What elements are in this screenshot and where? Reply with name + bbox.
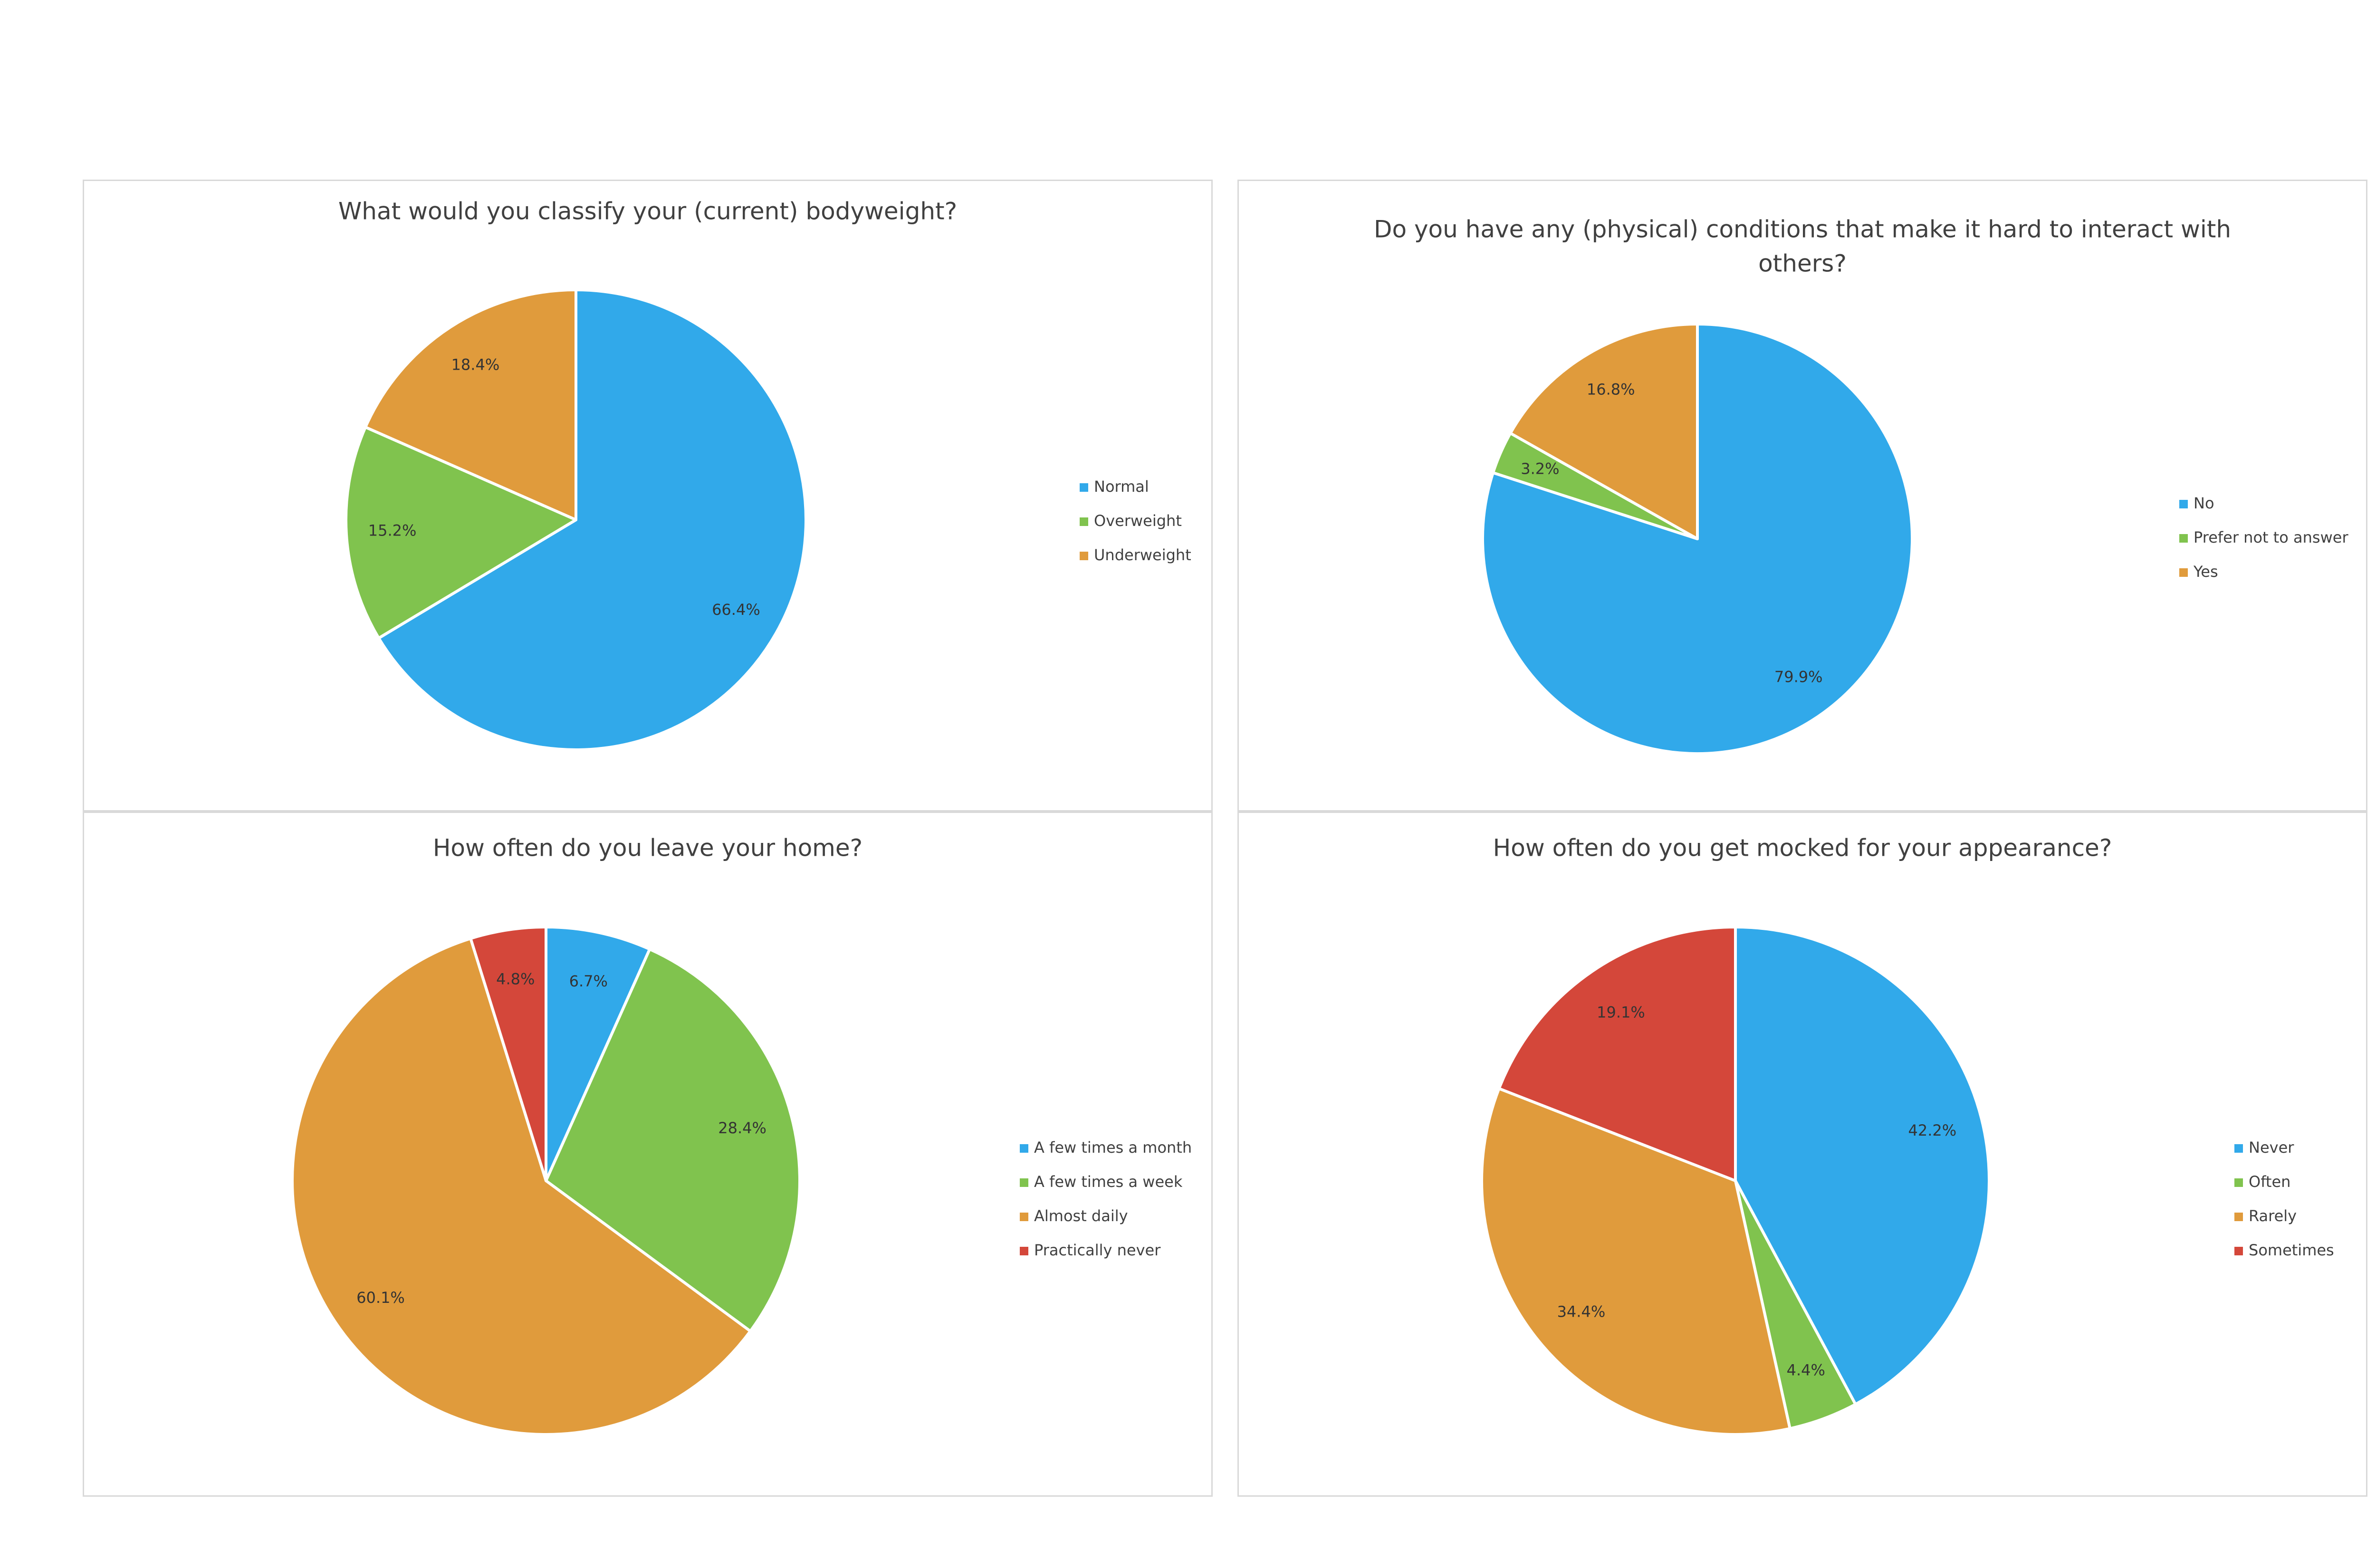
data-labels: 66.4% 15.2% 18.4% — [368, 356, 760, 619]
legend-entry-often: Often — [2249, 1173, 2290, 1191]
pie-slice-sometimes — [1497, 926, 1737, 1182]
legend-swatch-underweight — [1080, 552, 1088, 560]
chart-title-line: others? — [1758, 250, 1847, 277]
data-label-sometimes: 19.1% — [1597, 1003, 1645, 1021]
legend-entry-a-few-times-a-month: A few times a month — [1034, 1138, 1192, 1157]
pie-slice-yes — [1509, 323, 1699, 540]
legend-entry-normal: Normal — [1094, 478, 1149, 496]
legend-swatch-prefer-not-to-answer — [2179, 534, 2188, 543]
legend-entry-sometimes: Sometimes — [2249, 1241, 2334, 1259]
data-label-yes: 16.8% — [1587, 381, 1635, 399]
data-label-no: 79.9% — [1774, 668, 1823, 686]
data-label-rarely: 34.4% — [1557, 1303, 1606, 1321]
legend-swatch-normal — [1080, 483, 1088, 492]
bodyweight-pie-chart: What would you classify your (current) b… — [83, 180, 1213, 812]
chart-title-line: What would you classify your (current) b… — [338, 198, 957, 225]
legend-entry-overweight: Overweight — [1094, 512, 1182, 530]
pie-slice-normal — [377, 288, 807, 751]
legend-entry-practically-never: Practically never — [1034, 1241, 1161, 1259]
data-label-underweight: 18.4% — [451, 356, 500, 374]
legend: Normal Overweight Underweight — [1080, 478, 1191, 564]
data-label-almost-daily: 60.1% — [356, 1289, 405, 1307]
pie-slices — [1481, 323, 1914, 755]
legend-entry-almost-daily: Almost daily — [1034, 1207, 1128, 1225]
legend-entry-underweight: Underweight — [1094, 546, 1191, 564]
legend: No Prefer not to answer Yes — [2179, 494, 2348, 581]
legend-swatch-no — [2179, 500, 2188, 508]
mocked-appearance-pie-chart: How often do you get mocked for your app… — [1237, 812, 2367, 1497]
pie-slice-overweight — [345, 425, 577, 640]
pie-slices — [291, 926, 801, 1436]
legend-entry-prefer-not-to-answer: Prefer not to answer — [2194, 528, 2348, 546]
data-label-never: 42.2% — [1908, 1121, 1956, 1139]
data-labels: 79.9% 3.2% 16.8% — [1521, 381, 1822, 686]
pie-slice-underweight — [364, 288, 577, 521]
legend-swatch-often — [2234, 1178, 2243, 1187]
legend-swatch-sometimes — [2234, 1247, 2243, 1255]
pie-slice-no — [1481, 323, 1914, 755]
legend-entry-never: Never — [2249, 1138, 2294, 1157]
data-label-practically-never: 4.8% — [496, 970, 535, 988]
pie-slice-a-few-times-a-week — [545, 947, 801, 1333]
pie-slice-rarely — [1480, 1087, 1792, 1436]
legend-swatch-almost-daily — [1020, 1213, 1028, 1221]
data-labels: 6.7% 28.4% 60.1% 4.8% — [356, 970, 766, 1307]
data-labels: 42.2% 4.4% 34.4% 19.1% — [1557, 1003, 1957, 1379]
legend-swatch-overweight — [1080, 517, 1088, 526]
chart-title-group: Do you have any (physical) conditions th… — [1374, 216, 2231, 277]
legend-swatch-rarely — [2234, 1213, 2243, 1221]
pie-slice-practically-never — [469, 926, 547, 1182]
leave-home-pie-chart: How often do you leave your home? 6.7% 28… — [83, 812, 1213, 1497]
data-label-normal: 66.4% — [712, 601, 760, 619]
data-label-a-few-times-a-month: 6.7% — [569, 972, 608, 990]
legend-entry-a-few-times-a-week: A few times a week — [1034, 1173, 1183, 1191]
legend-swatch-a-few-times-a-month — [1020, 1144, 1028, 1153]
data-label-prefer-not-to-answer: 3.2% — [1521, 460, 1559, 478]
chart-title-line: How often do you get mocked for your app… — [1493, 834, 2112, 862]
legend-swatch-practically-never — [1020, 1247, 1028, 1255]
chart-title-line: How often do you leave your home? — [433, 834, 862, 862]
legend-swatch-a-few-times-a-week — [1020, 1178, 1028, 1187]
legend: Never Often Rarely Sometimes — [2234, 1138, 2334, 1259]
data-label-often: 4.4% — [1787, 1361, 1825, 1379]
legend-swatch-yes — [2179, 568, 2188, 577]
pie-slice-never — [1734, 926, 1991, 1406]
legend-entry-rarely: Rarely — [2249, 1207, 2297, 1225]
chart-title-group: How often do you leave your home? — [433, 834, 862, 862]
data-label-overweight: 15.2% — [368, 521, 417, 539]
legend-swatch-never — [2234, 1144, 2243, 1153]
pie-slices — [345, 288, 807, 751]
chart-title-line: Do you have any (physical) conditions th… — [1374, 216, 2231, 243]
pie-slice-a-few-times-a-month — [545, 926, 651, 1182]
chart-title-group: What would you classify your (current) b… — [338, 198, 957, 225]
chart-title-group: How often do you get mocked for your app… — [1493, 834, 2112, 862]
data-label-a-few-times-a-week: 28.4% — [718, 1119, 766, 1137]
physical-conditions-pie-chart: Do you have any (physical) conditions th… — [1237, 180, 2367, 812]
legend: A few times a month A few times a week Alm… — [1020, 1138, 1192, 1259]
legend-entry-no: No — [2194, 494, 2214, 512]
pie-slice-almost-daily — [291, 937, 752, 1436]
pie-slices — [1480, 926, 1991, 1436]
legend-entry-yes: Yes — [2193, 563, 2218, 581]
